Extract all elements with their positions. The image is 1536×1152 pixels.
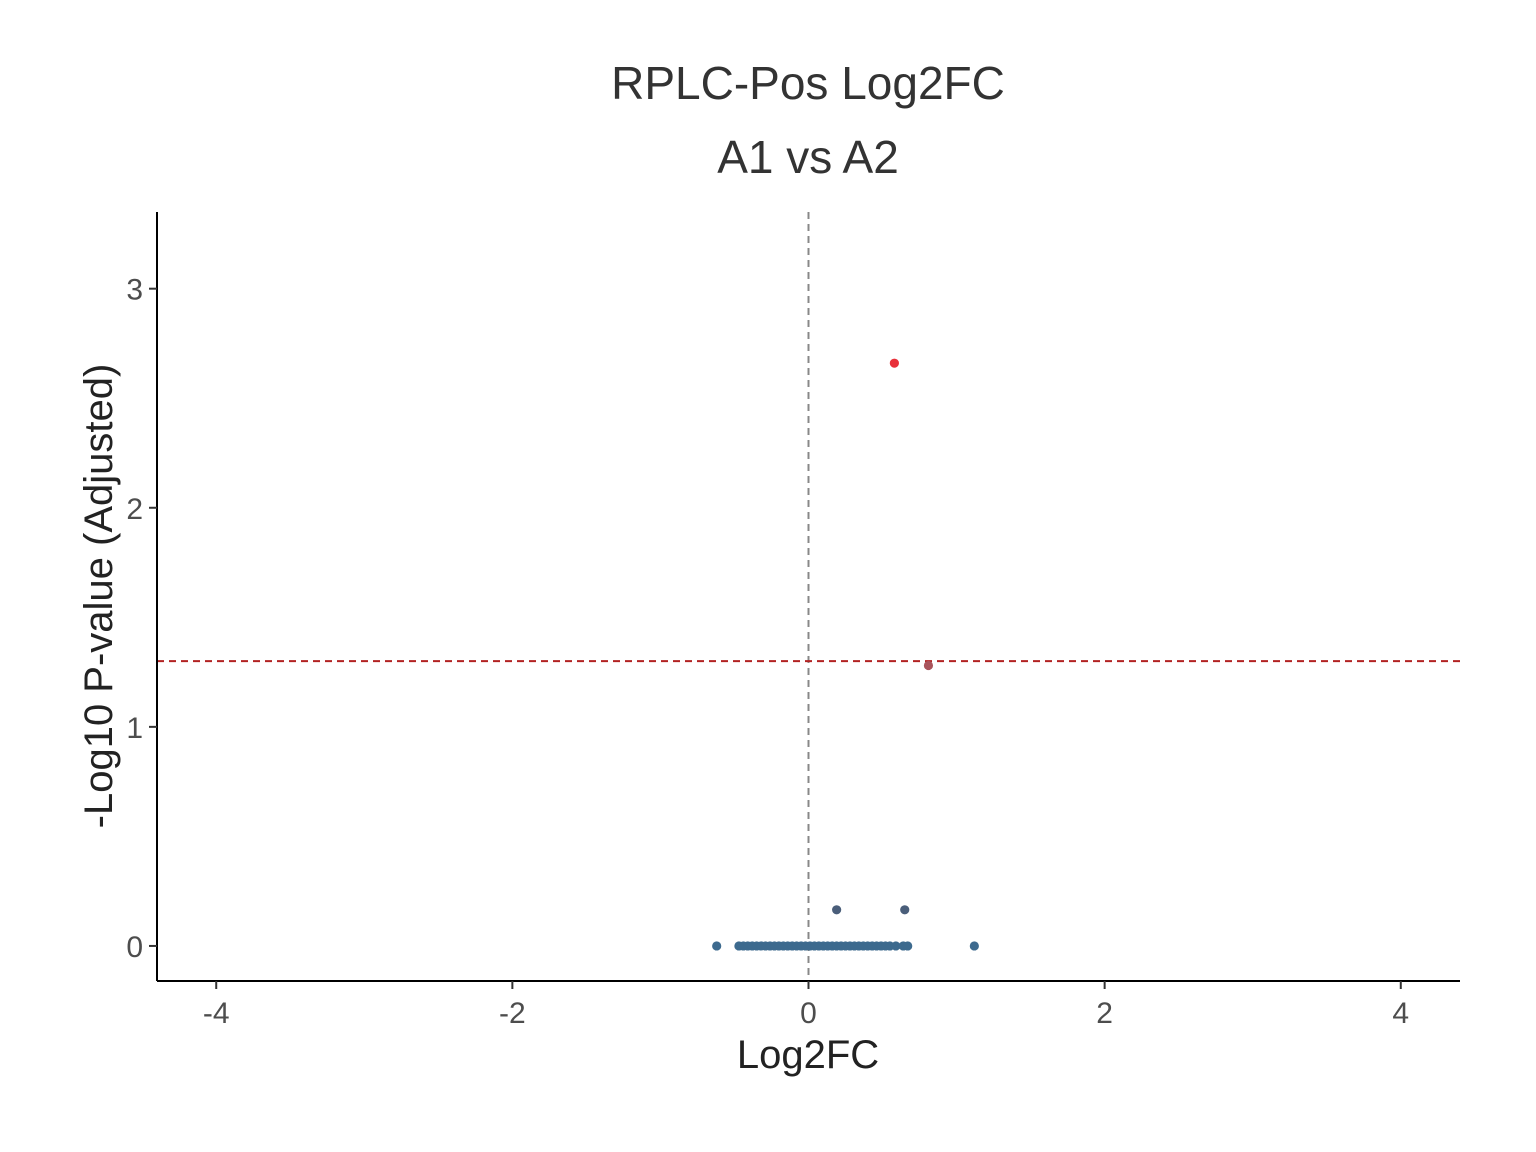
data-point-baseline bbox=[969, 941, 979, 951]
x-tick-label: -2 bbox=[499, 997, 526, 1030]
y-tick-label: 2 bbox=[126, 493, 143, 526]
data-point-baseline bbox=[712, 941, 722, 951]
y-axis-title: -Log10 P-value (Adjusted) bbox=[77, 364, 121, 829]
data-point-raised bbox=[900, 905, 910, 915]
y-tick-label: 1 bbox=[126, 712, 143, 745]
y-tick-label: 0 bbox=[126, 931, 143, 964]
y-tick-label: 3 bbox=[126, 274, 143, 307]
x-tick-label: 0 bbox=[800, 997, 817, 1030]
chart-subtitle: A1 vs A2 bbox=[717, 131, 899, 183]
data-point-baseline bbox=[891, 941, 901, 951]
x-axis-title: Log2FC bbox=[737, 1033, 879, 1077]
reference-lines bbox=[157, 212, 1460, 981]
data-points bbox=[712, 358, 979, 951]
x-tick-label: -4 bbox=[203, 997, 230, 1030]
data-point-baseline bbox=[903, 941, 913, 951]
chart-title: RPLC-Pos Log2FC bbox=[611, 57, 1005, 109]
data-point-significant bbox=[889, 358, 899, 368]
data-point-near_threshold bbox=[923, 660, 934, 671]
x-tick-label: 2 bbox=[1096, 997, 1113, 1030]
axes: -4 -2 0 2 4 0 1 2 3 bbox=[126, 212, 1460, 1030]
data-point-raised bbox=[832, 905, 842, 915]
x-tick-label: 4 bbox=[1392, 997, 1409, 1030]
